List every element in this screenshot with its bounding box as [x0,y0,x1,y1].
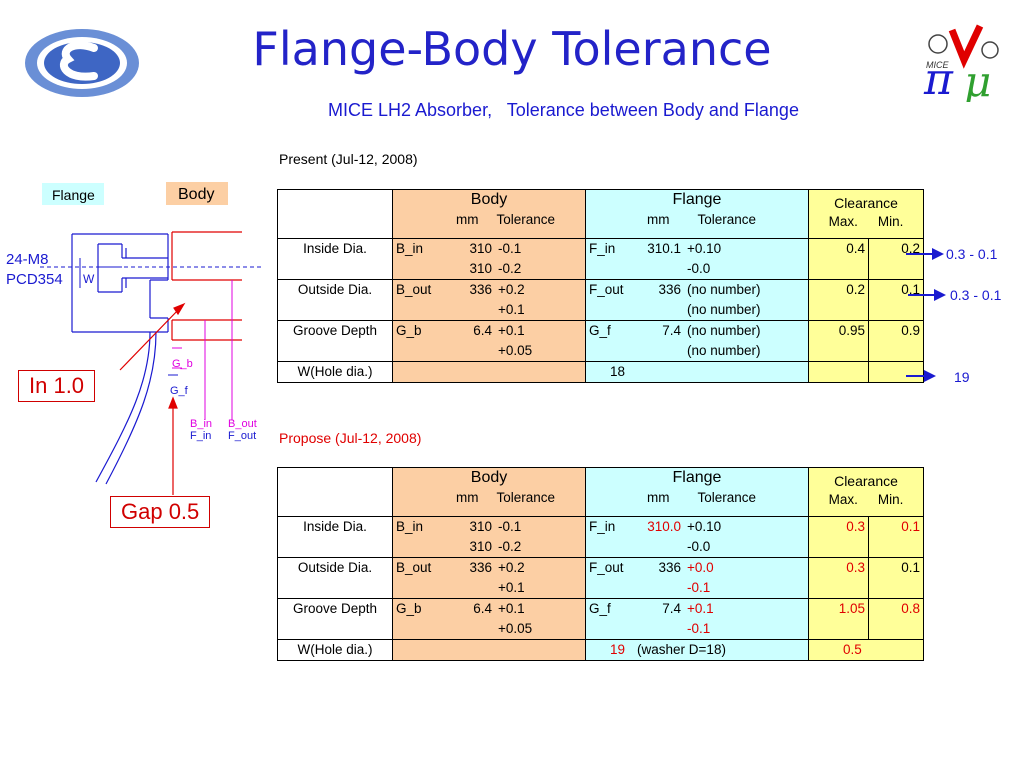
propose-tolerance-table: Body mm Tolerance Flange mm Tolerance Clea… [277,467,924,661]
outside-dia-suggested-clearance: 0.3 - 0.1 [950,287,1002,303]
w-label: W [83,272,95,286]
mice-logo-icon: π μ [923,24,999,102]
inside-dia-suggested-clearance: 0.3 - 0.1 [946,246,998,262]
g-b-label: G_b [172,358,193,370]
svg-text:μ: μ [964,57,991,102]
arrow-icon [906,370,936,382]
b-in-label: B_in [190,418,213,430]
table-row: W(Hole dia.) 19 (washer D=18) 0.5 [277,639,924,661]
flange-body-cross-section-diagram [40,182,262,495]
gap-callout: Gap 0.5 [110,496,211,528]
b-out-label: B_out [228,418,257,430]
in-callout: In 1.0 [18,370,96,402]
arrow-icon [906,248,944,260]
f-in-label: F_in [190,430,212,442]
hole-dia-suggested: 19 [954,369,970,385]
body-header: Body mm Tolerance [392,189,586,239]
ellipse-e-logo-icon [25,29,139,97]
body-label: Body [178,186,215,203]
clearance-header: Clearance Max. Min. [808,189,924,239]
bolt-label: 24-M8 [6,251,49,268]
body-header: Body mm Tolerance [392,467,586,517]
slide-subtitle: MICE LH2 Absorber, Tolerance between Bod… [328,100,799,120]
present-section-label: Present (Jul-12, 2008) [279,151,418,167]
table-row: Groove Depth G_b 6.4 +0.1 +0.05 G_f 7.4 (no … [277,320,924,362]
svg-text:π: π [923,54,954,102]
table-row: Outside Dia. B_out 336 +0.2 +0.1 F_out 336(… [277,279,924,321]
flange-header: Flange mm Tolerance [585,467,809,517]
g-f-label: G_f [170,385,188,397]
table-row: W(Hole dia.) 18 [277,361,924,383]
slide-title: Flange-Body Tolerance [252,22,772,76]
table-row: Inside Dia. B_in 310 -0.1 310 -0.2 F_in 310.… [277,516,924,558]
table-row: Inside Dia. B_in 310 -0.1 310 -0.2 F_in 310.… [277,238,924,280]
clearance-header: Clearance Max. Min. [808,467,924,517]
table-corner-cell [277,467,393,517]
mice-logo-text: MICE [926,60,949,70]
table-row: Groove Depth G_b 6.4 +0.1 +0.05 G_f 7.4 +0.1… [277,598,924,640]
pcd-label: PCD354 [6,271,63,288]
arrow-icon [908,289,946,301]
propose-section-label: Propose (Jul-12, 2008) [279,430,422,446]
f-out-label: F_out [228,430,257,442]
mice-logo: π μ MICE [918,20,1006,102]
table-row: Outside Dia. B_out 336 +0.2 +0.1 F_out 336 +… [277,557,924,599]
flange-header: Flange mm Tolerance [585,189,809,239]
flange-label: Flange [52,187,95,203]
present-tolerance-table: Body mm Tolerance Flange mm Tolerance Clea… [277,189,924,383]
table-corner-cell [277,189,393,239]
